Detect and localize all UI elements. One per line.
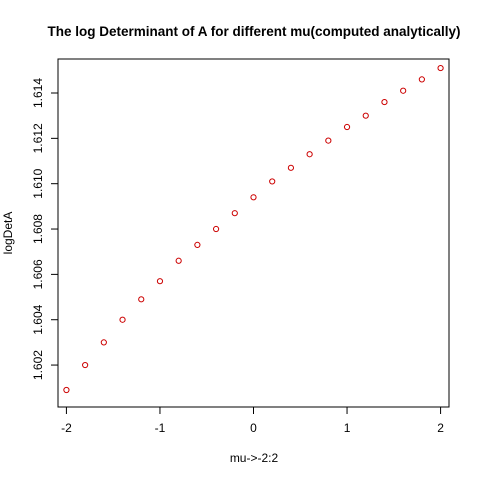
data-point xyxy=(400,87,407,94)
plot-frame xyxy=(57,58,450,408)
chart-title: The log Determinant of A for different m… xyxy=(47,24,460,39)
y-tick-label: 1.608 xyxy=(31,214,45,244)
x-tick-label: 2 xyxy=(437,421,444,435)
data-points xyxy=(63,64,444,394)
data-point xyxy=(100,339,107,346)
data-point xyxy=(306,151,313,158)
data-point xyxy=(138,296,145,303)
data-point xyxy=(82,361,89,369)
x-axis: -2 -1 0 1 2 xyxy=(61,407,444,435)
data-point xyxy=(437,64,444,72)
x-tick-label: -1 xyxy=(155,421,166,435)
data-point xyxy=(250,194,257,201)
y-tick-label: 1.612 xyxy=(31,123,45,153)
data-point xyxy=(63,386,70,394)
data-point xyxy=(287,164,295,171)
y-tick-label: 1.602 xyxy=(31,350,45,380)
x-tick-label: 1 xyxy=(344,421,351,435)
x-tick-label: 0 xyxy=(250,421,257,435)
data-point xyxy=(269,178,276,185)
data-point xyxy=(343,123,351,131)
x-axis-label: mu->-2:2 xyxy=(230,451,279,465)
data-point xyxy=(231,210,238,217)
data-point xyxy=(362,112,369,119)
data-point xyxy=(381,98,388,106)
data-point xyxy=(194,241,201,249)
y-tick-label: 1.614 xyxy=(31,78,45,108)
data-point xyxy=(119,316,126,323)
x-tick-label: -2 xyxy=(61,421,72,435)
y-axis: 1.602 1.604 1.606 1.608 1.610 1.612 1.614 xyxy=(31,78,58,380)
data-point xyxy=(212,225,220,233)
data-point xyxy=(325,137,332,144)
y-axis-label: logDetA xyxy=(1,212,15,255)
data-point xyxy=(156,278,164,285)
y-tick-label: 1.610 xyxy=(31,168,45,198)
data-point xyxy=(175,257,182,264)
data-point xyxy=(418,76,425,83)
y-tick-label: 1.604 xyxy=(31,304,45,334)
y-tick-label: 1.606 xyxy=(31,259,45,289)
